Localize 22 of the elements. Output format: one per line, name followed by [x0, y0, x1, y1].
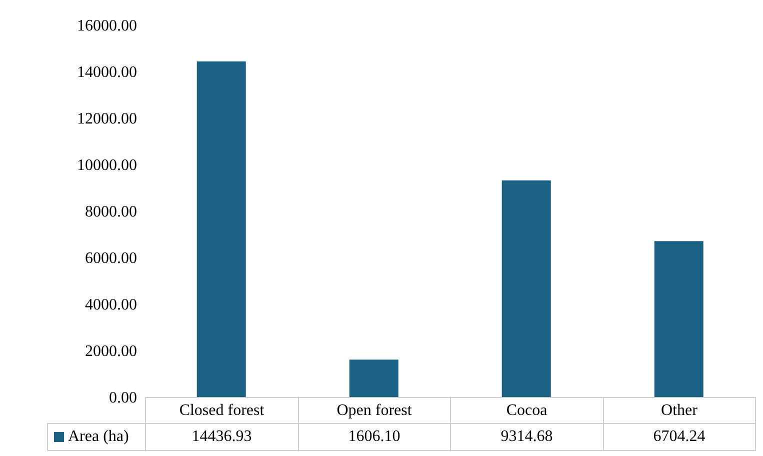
y-tick-label: 4000.00 [85, 296, 137, 314]
bar [196, 61, 246, 397]
bar [654, 241, 704, 397]
legend-label: Area (ha) [47, 423, 146, 451]
data-label: 6704.24 [602, 423, 756, 451]
bar [502, 180, 551, 397]
x-tick-label: Other [602, 397, 756, 424]
y-tick-label: 10000.00 [77, 157, 137, 174]
y-tick-label: 2000.00 [85, 343, 137, 360]
data-label: 9314.68 [450, 423, 604, 451]
x-tick-label: Closed forest [145, 397, 298, 424]
x-tick-label: Cocoa [450, 397, 604, 424]
y-tick-label: 16000.00 [77, 18, 137, 35]
y-tick-label: 8000.00 [85, 204, 137, 221]
x-tick-label: Open forest [298, 397, 451, 424]
y-tick-label: 6000.00 [85, 250, 137, 268]
bar [349, 360, 398, 397]
y-tick-label: 12000.00 [77, 110, 137, 128]
data-label: 14436.93 [145, 423, 298, 451]
data-label: 1606.10 [298, 423, 451, 451]
y-tick-label: 14000.00 [77, 64, 137, 82]
y-tick-label: 0.00 [109, 390, 137, 407]
